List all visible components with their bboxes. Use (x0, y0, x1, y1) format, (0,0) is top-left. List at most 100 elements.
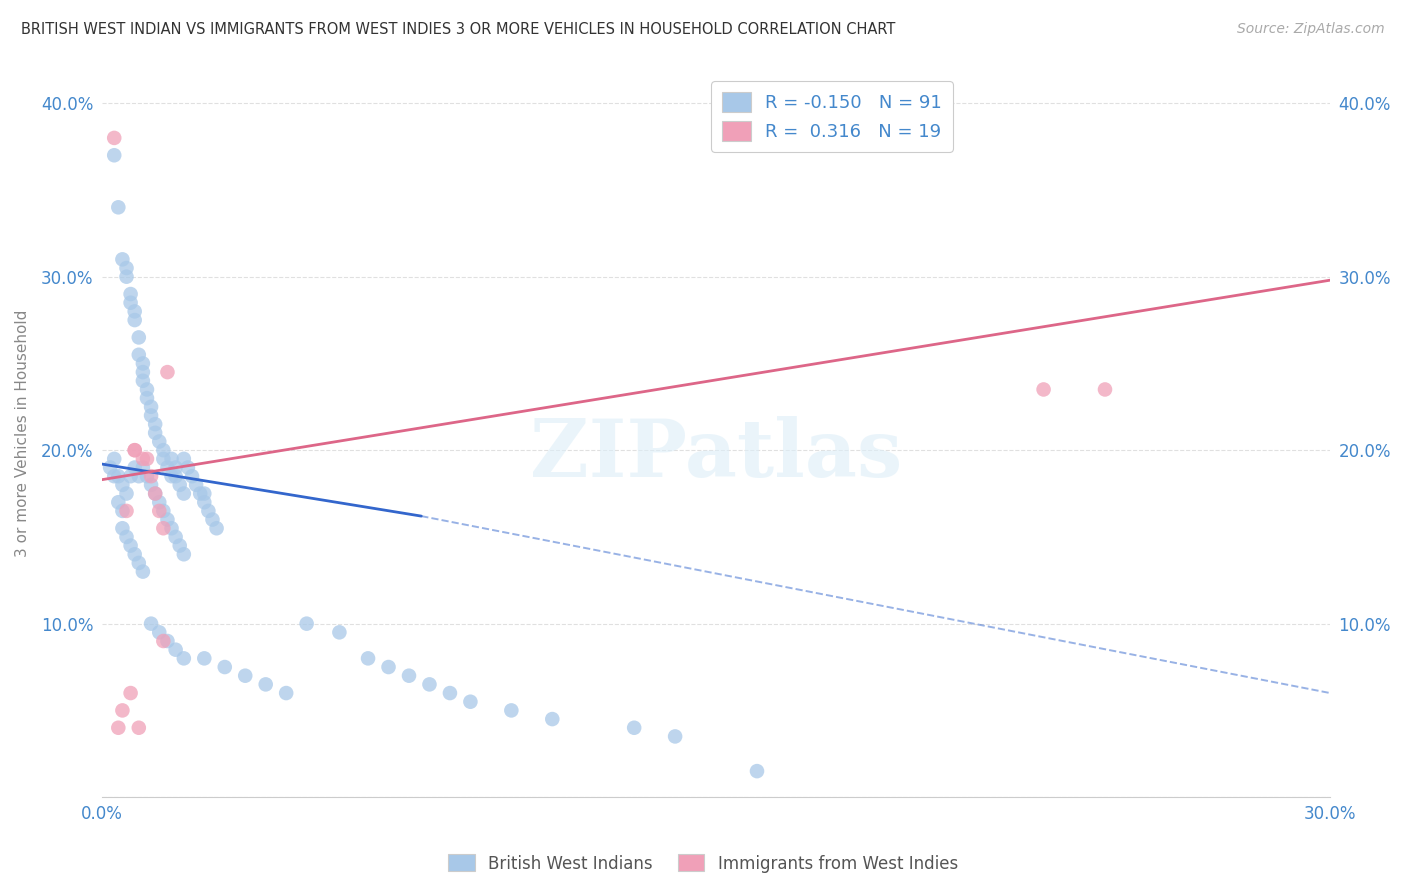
Point (276, 686, 298, 700)
Legend: R = -0.150   N = 91, R =  0.316   N = 19: R = -0.150 N = 91, R = 0.316 N = 19 (711, 81, 953, 152)
Point (623, 721, 645, 735)
Point (111, 703, 134, 717)
Point (173, 486, 195, 500)
Point (148, 495, 170, 509)
Point (128, 330, 150, 344)
Point (132, 365, 155, 379)
Point (103, 131, 125, 145)
Point (177, 460, 200, 475)
Point (136, 391, 159, 405)
Point (193, 651, 215, 665)
Point (143, 486, 166, 500)
Point (115, 504, 138, 518)
Point (193, 486, 215, 500)
Point (152, 443, 174, 458)
Point (254, 677, 277, 691)
Point (160, 469, 183, 483)
Point (398, 669, 420, 683)
Point (152, 451, 174, 466)
Point (328, 625, 350, 640)
Point (136, 469, 159, 483)
Point (120, 295, 142, 310)
Point (152, 521, 174, 535)
Point (188, 486, 211, 500)
Point (128, 556, 150, 570)
Point (148, 504, 170, 518)
Point (745, 764, 768, 778)
Point (173, 547, 195, 561)
Text: BRITISH WEST INDIAN VS IMMIGRANTS FROM WEST INDIES 3 OR MORE VEHICLES IN HOUSEHO: BRITISH WEST INDIAN VS IMMIGRANTS FROM W… (21, 22, 896, 37)
Point (160, 451, 183, 466)
Point (501, 703, 523, 717)
Point (197, 504, 219, 518)
Point (201, 512, 224, 526)
Point (111, 478, 134, 492)
Point (128, 721, 150, 735)
Point (111, 521, 134, 535)
Point (233, 669, 256, 683)
Point (152, 504, 174, 518)
Point (115, 260, 138, 275)
Point (460, 695, 482, 709)
Point (439, 686, 461, 700)
Point (107, 200, 129, 214)
Point (165, 642, 187, 657)
Point (98, 460, 121, 475)
Point (132, 374, 155, 388)
Point (152, 634, 174, 648)
Point (169, 539, 191, 553)
Point (124, 443, 146, 458)
Point (120, 469, 142, 483)
Point (107, 721, 129, 735)
Point (148, 625, 170, 640)
Point (115, 486, 138, 500)
Point (664, 730, 686, 744)
Point (357, 651, 380, 665)
Point (128, 469, 150, 483)
Point (124, 460, 146, 475)
Point (156, 634, 179, 648)
Point (1094, 383, 1116, 397)
Point (143, 417, 166, 432)
Point (139, 409, 162, 423)
Point (139, 478, 162, 492)
Point (115, 530, 138, 544)
Point (120, 539, 142, 553)
Point (132, 460, 155, 475)
Point (103, 148, 125, 162)
Point (169, 478, 191, 492)
Point (124, 443, 146, 458)
Point (111, 504, 134, 518)
Point (139, 616, 162, 631)
Point (418, 677, 440, 691)
Point (156, 512, 179, 526)
Point (136, 451, 159, 466)
Text: Source: ZipAtlas.com: Source: ZipAtlas.com (1237, 22, 1385, 37)
Point (128, 348, 150, 362)
Legend: British West Indians, Immigrants from West Indies: British West Indians, Immigrants from We… (441, 847, 965, 880)
Point (124, 313, 146, 327)
Point (103, 451, 125, 466)
Point (214, 660, 236, 674)
Point (107, 469, 129, 483)
Point (377, 660, 399, 674)
Point (173, 651, 195, 665)
Point (124, 547, 146, 561)
Point (193, 495, 215, 509)
Point (184, 478, 207, 492)
Point (120, 287, 142, 301)
Point (160, 521, 183, 535)
Point (120, 686, 142, 700)
Text: ZIPatlas: ZIPatlas (530, 416, 903, 493)
Point (107, 495, 129, 509)
Point (139, 469, 162, 483)
Point (132, 356, 155, 370)
Point (156, 460, 179, 475)
Point (115, 269, 138, 284)
Point (181, 469, 204, 483)
Point (165, 530, 187, 544)
Point (173, 451, 195, 466)
Point (541, 712, 564, 726)
Point (1032, 383, 1054, 397)
Point (156, 365, 179, 379)
